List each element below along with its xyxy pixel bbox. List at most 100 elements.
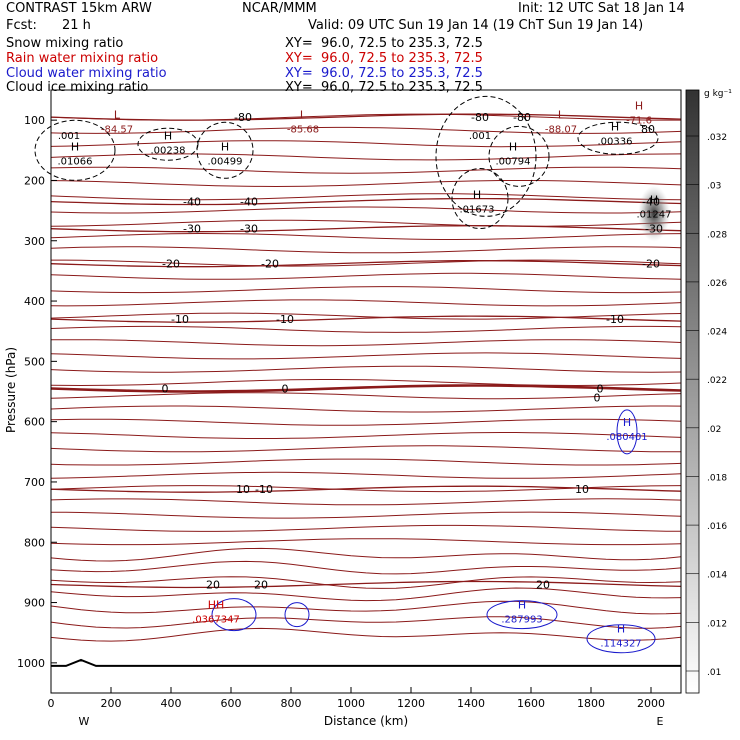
isotherm-line: [50, 498, 682, 506]
field-name-cloudwater: Cloud water mixing ratio: [6, 66, 167, 81]
isotherm-line: [50, 616, 682, 629]
extremum-value: .00336: [598, 136, 633, 147]
isotherm-label: 10: [575, 483, 589, 496]
isotherm-label: -80: [234, 111, 252, 124]
extremum-marker: L: [558, 108, 565, 121]
colorbar-tick-label: .02: [707, 425, 721, 435]
y-tick-label: 300: [24, 235, 45, 248]
colorbar-tick-label: .032: [707, 133, 727, 143]
isotherm-label: 20: [254, 578, 268, 591]
isotherm-label: -40: [642, 196, 660, 209]
isotherm-line: [50, 272, 682, 280]
x-tick-label: 1000: [337, 697, 365, 710]
y-tick-label: 100: [24, 114, 45, 127]
contour-label: 80: [641, 123, 655, 136]
extremum-marker: HH: [208, 599, 225, 612]
org-label: NCAR/MMM: [242, 1, 317, 16]
isotherm-label: 0: [597, 382, 604, 395]
isotherm-label: 20: [536, 578, 550, 591]
extremum-marker: H: [650, 193, 658, 206]
isotherm-line: [50, 206, 682, 214]
model-title: CONTRAST 15km ARW: [6, 1, 152, 16]
cloud-water-contour: [211, 598, 257, 632]
snow-contour: [137, 127, 199, 161]
forecast-label: Fcst:: [6, 18, 37, 33]
colorbar-tick-label: .03: [707, 182, 721, 192]
isotherm-level-20: [50, 580, 682, 589]
isotherm-label: 0: [162, 382, 169, 395]
moisture-contours: [34, 95, 670, 654]
colorbar: g kg⁻¹ .01 .012 .014 .016 .018 .02 .022 .024 .02…: [685, 89, 732, 694]
x-tick-label: 800: [281, 697, 302, 710]
cloud-water-contour: [616, 409, 638, 455]
extremum-marker: H: [473, 189, 481, 202]
extremum-value: .080401: [606, 432, 647, 443]
colorbar-tick-label: .014: [707, 571, 727, 581]
x-tick-label: 400: [161, 697, 182, 710]
isotherm-label: -20: [261, 258, 279, 271]
west-label: W: [79, 715, 90, 728]
east-label: E: [657, 715, 664, 728]
isotherm-line: [50, 325, 682, 333]
field-xy-rain: XY= 96.0, 72.5 to 235.3, 72.5: [285, 51, 483, 66]
isotherm-line: [50, 576, 682, 589]
extremum-value: .0367347: [192, 615, 240, 626]
isotherm-line: [50, 538, 682, 546]
isotherm-label: -40: [240, 196, 258, 209]
isotherm-line: [50, 547, 682, 562]
extremum-value: .00499: [208, 156, 243, 167]
isotherm-line: [50, 432, 682, 439]
x-tick-label: 200: [101, 697, 122, 710]
isotherm-line: [50, 153, 682, 161]
extremum-marker: H: [509, 140, 517, 153]
isotherm-line: [50, 405, 682, 413]
isotherm-line: [50, 180, 682, 188]
x-tick-label: 1400: [457, 697, 485, 710]
colorbar-ramp: [685, 89, 700, 694]
extremum-value: .287993: [501, 615, 542, 626]
isotherm-line: [50, 392, 682, 400]
isotherm-line: [50, 312, 682, 320]
x-tick-label: 0: [48, 697, 55, 710]
x-tick-label: 2000: [637, 697, 665, 710]
y-tick-label: 200: [24, 174, 45, 187]
isotherm-level--80: [50, 113, 682, 121]
isotherm-label: 10: [236, 483, 250, 496]
isotherm-line: [50, 511, 682, 519]
isotherm-line: [50, 587, 682, 602]
extremum-value: -71.6: [626, 115, 652, 126]
isotherm-line: [50, 379, 682, 387]
snow-contour: [488, 125, 550, 187]
isotherm-line: [50, 286, 682, 294]
isotherm-label: -40: [183, 196, 201, 209]
cloud-water-contour: [486, 600, 558, 630]
isotherm-line: [50, 166, 682, 174]
colorbar-tick-label: .024: [707, 328, 727, 338]
extremum-marker: H: [635, 99, 643, 112]
axes: 0 200 400 600 800 1000 1200 1400 1600 1800 2000100…: [17, 114, 665, 710]
extremum-value: .001: [469, 131, 491, 142]
isotherm-level--30: [50, 225, 682, 233]
valid-time: Valid: 09 UTC Sun 19 Jan 14 (19 ChT Sun …: [308, 18, 644, 33]
isotherm-line: [50, 193, 682, 201]
contour-labels: -80 -80 -80 -40 -40 -40 -30 -30 -30 -20 -20 -20 -10 -…: [58, 99, 672, 649]
extremum-value: .01247: [637, 209, 672, 220]
isotherm-label: -30: [645, 223, 663, 236]
colorbar-tick-label: .012: [707, 619, 727, 629]
y-tick-label: 600: [24, 416, 45, 429]
isotherm-label: -10: [276, 313, 294, 326]
isotherm-label: 0: [282, 382, 289, 395]
field-name-snow: Snow mixing ratio: [6, 36, 124, 51]
y-tick-label: 1000: [17, 657, 45, 670]
cloud-water-contour: [586, 624, 656, 654]
y-axis-label: Pressure (hPa): [4, 347, 18, 433]
temperature-contours: [50, 113, 682, 667]
isotherm-label: -30: [240, 223, 258, 236]
isotherm-line: [50, 445, 681, 453]
x-axis-label: Distance (km): [324, 714, 408, 728]
snow-contour: [435, 95, 537, 217]
snow-contour: [196, 121, 254, 179]
isotherm-label: -20: [162, 258, 180, 271]
isotherm-label: -30: [183, 223, 201, 236]
extremum-value: .00238: [151, 145, 186, 156]
